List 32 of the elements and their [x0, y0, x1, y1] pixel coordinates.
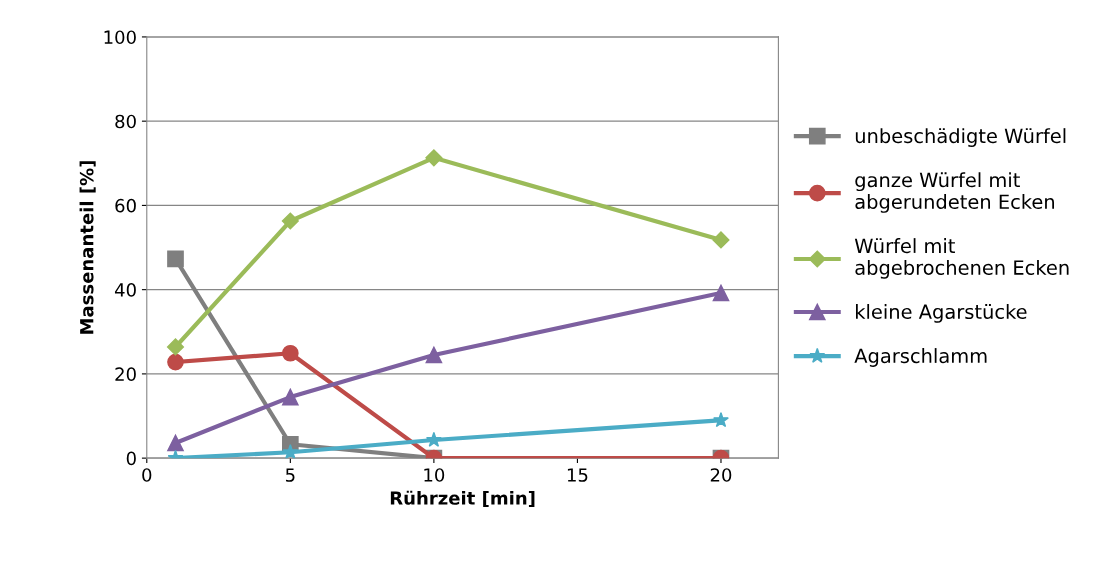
x-axis-title: Rührzeit [min]: [390, 490, 535, 507]
x-tick-label: 15: [567, 468, 588, 482]
point: [281, 344, 299, 362]
legend-label: Würfel mit abgebrochenen Ecken: [854, 238, 1069, 279]
y-tick-label: 100: [104, 30, 136, 45]
point: [712, 284, 730, 302]
legend-label: unbeschädigte Würfel: [855, 128, 1066, 147]
point: [712, 231, 730, 249]
point: [282, 443, 299, 459]
x-tick-label: 20: [710, 468, 732, 482]
y-tick-label: 40: [114, 283, 136, 297]
point: [281, 388, 299, 406]
point: [425, 149, 443, 167]
x-tick-label: 0: [142, 468, 152, 482]
point: [167, 353, 184, 371]
point: [167, 250, 184, 268]
y-tick-label: 0: [126, 451, 136, 466]
legend-label: kleine Agarstücke: [856, 303, 1027, 323]
y-tick-label: 80: [115, 114, 136, 129]
y-tick-label: 20: [115, 367, 136, 382]
point: [425, 346, 443, 364]
point: [425, 431, 442, 447]
point: [281, 212, 299, 230]
point: [166, 338, 185, 356]
legend-label: Agarschlamm: [854, 348, 987, 367]
legend-label: ganze Würfel mit abgerundeten Ecken: [855, 172, 1054, 213]
y-tick-label: 60: [115, 198, 136, 213]
y-axis-title: Massenanteil [%]: [79, 161, 96, 334]
point: [713, 411, 729, 428]
point: [167, 434, 184, 452]
x-tick-label: 5: [285, 468, 295, 482]
x-tick-label: 10: [424, 468, 445, 482]
